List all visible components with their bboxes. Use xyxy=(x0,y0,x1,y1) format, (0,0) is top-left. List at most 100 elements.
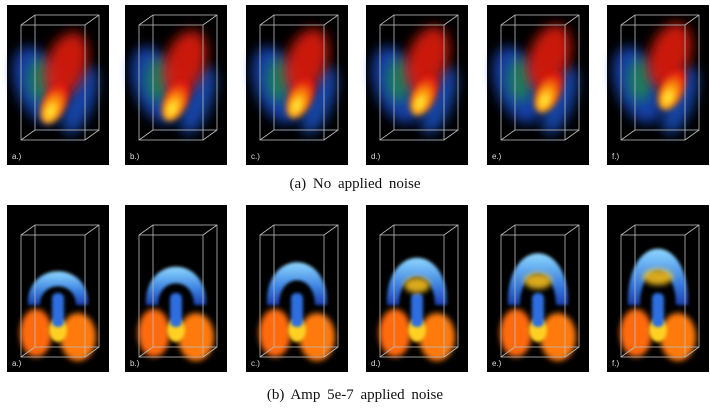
yellow-core xyxy=(404,277,430,293)
panel-label: d.) xyxy=(371,152,381,161)
render-panel: f.) xyxy=(607,5,709,165)
wireframe xyxy=(500,234,566,358)
wireframe xyxy=(34,14,100,131)
render-panel: d.) xyxy=(366,5,468,165)
blue-arch xyxy=(507,253,569,305)
wireframe xyxy=(634,224,700,348)
wireframe xyxy=(379,234,445,358)
yellow-core xyxy=(643,269,673,285)
orange-volume xyxy=(419,313,455,361)
orange-volume xyxy=(259,309,291,357)
orange-volume xyxy=(660,313,696,361)
panel-label: a.) xyxy=(12,152,22,161)
wireframe xyxy=(323,346,339,358)
wireframe xyxy=(202,129,218,141)
hot-core xyxy=(286,77,315,119)
wireframe xyxy=(393,224,459,348)
wireframe xyxy=(84,14,100,26)
wireframe xyxy=(443,224,459,236)
wireframe xyxy=(443,129,459,141)
wireframe xyxy=(500,346,516,358)
wireframe xyxy=(500,129,516,141)
green-volume xyxy=(508,58,532,102)
wireframe xyxy=(259,346,275,358)
hot-core xyxy=(409,74,439,116)
red-volume xyxy=(162,30,207,96)
panel-label: d.) xyxy=(371,359,381,368)
orange-volume xyxy=(540,313,576,361)
wireframe xyxy=(202,346,218,358)
panel-label: b.) xyxy=(130,152,140,161)
wireframe xyxy=(259,234,325,358)
blue-volume xyxy=(420,65,458,135)
wireframe xyxy=(514,224,580,348)
red-volume xyxy=(43,32,89,98)
wireframe xyxy=(323,129,339,141)
wireframe xyxy=(564,224,580,236)
blue-volume xyxy=(661,65,699,135)
render-panel: c.) xyxy=(246,205,348,372)
hot-core xyxy=(40,82,69,124)
wireframe xyxy=(20,14,36,26)
wireframe xyxy=(379,24,445,141)
wireframe xyxy=(259,24,325,141)
wireframe xyxy=(684,224,700,236)
caption: (a) No applied noise xyxy=(289,176,420,192)
wireframe xyxy=(202,14,218,26)
wireframe xyxy=(443,346,459,358)
wireframe xyxy=(684,14,700,26)
wireframe xyxy=(379,14,395,26)
red-volume xyxy=(284,28,329,94)
wireframe xyxy=(634,14,700,131)
orange-volume xyxy=(178,313,214,361)
blue-arch xyxy=(386,257,448,305)
wireframe xyxy=(152,14,218,131)
wireframe xyxy=(620,224,636,236)
orange-volume xyxy=(299,313,335,361)
render-panel: a.) xyxy=(7,205,109,372)
orange-volume xyxy=(20,309,52,357)
wireframe xyxy=(84,129,100,141)
panel-label: a.) xyxy=(12,359,22,368)
orange-volume xyxy=(620,309,652,357)
hot-core xyxy=(657,68,687,110)
render-panel: d.) xyxy=(366,205,468,372)
wireframe xyxy=(202,224,218,236)
render-panel: b.) xyxy=(125,5,227,165)
red-volume xyxy=(404,26,450,93)
panel-label: b.) xyxy=(130,359,140,368)
wireframe xyxy=(684,346,700,358)
wireframe xyxy=(34,224,100,348)
wireframe xyxy=(500,24,566,141)
orange-volume xyxy=(138,309,170,357)
wireframe xyxy=(259,14,275,26)
wireframe xyxy=(500,224,516,236)
wireframe xyxy=(20,346,36,358)
blue-volume xyxy=(179,65,217,135)
wireframe xyxy=(138,224,154,236)
wireframe xyxy=(564,129,580,141)
render-panel: b.) xyxy=(125,205,227,372)
blue-stem xyxy=(532,293,544,327)
hot-core xyxy=(161,79,191,122)
wireframe xyxy=(323,14,339,26)
wireframe xyxy=(20,24,86,141)
wireframe xyxy=(564,14,580,26)
wireframe xyxy=(620,129,636,141)
wireframe xyxy=(620,346,636,358)
caption: (b) Amp 5e-7 applied noise xyxy=(267,387,443,403)
wireframe xyxy=(620,14,636,26)
panel-label: e.) xyxy=(492,152,502,161)
blue-arch xyxy=(627,248,689,305)
blue-stem xyxy=(291,293,303,327)
wireframe xyxy=(684,129,700,141)
blue-arch xyxy=(27,271,89,305)
wireframe xyxy=(514,14,580,131)
wireframe xyxy=(84,346,100,358)
wireframe xyxy=(379,346,395,358)
panel-label: c.) xyxy=(251,152,260,161)
orange-volume xyxy=(500,309,532,357)
panel-label: c.) xyxy=(251,359,260,368)
blue-volume xyxy=(61,65,99,135)
